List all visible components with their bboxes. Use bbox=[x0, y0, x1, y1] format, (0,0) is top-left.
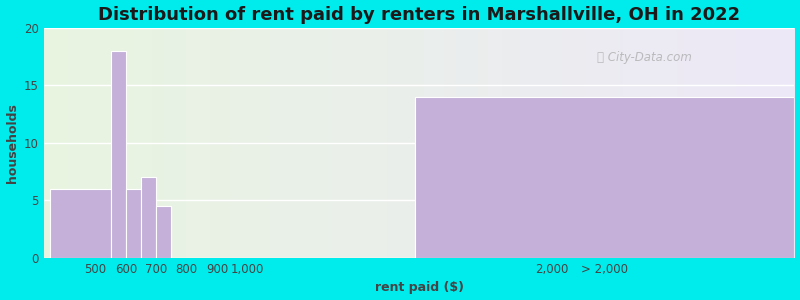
Bar bbox=[156, 206, 171, 258]
Y-axis label: households: households bbox=[6, 103, 18, 183]
Bar bbox=[126, 189, 141, 258]
Bar bbox=[141, 178, 156, 258]
Bar bbox=[414, 97, 794, 258]
Bar bbox=[50, 189, 110, 258]
X-axis label: rent paid ($): rent paid ($) bbox=[374, 281, 464, 294]
Bar bbox=[110, 51, 126, 258]
Title: Distribution of rent paid by renters in Marshallville, OH in 2022: Distribution of rent paid by renters in … bbox=[98, 6, 740, 24]
Text: ⓘ City-Data.com: ⓘ City-Data.com bbox=[597, 51, 692, 64]
